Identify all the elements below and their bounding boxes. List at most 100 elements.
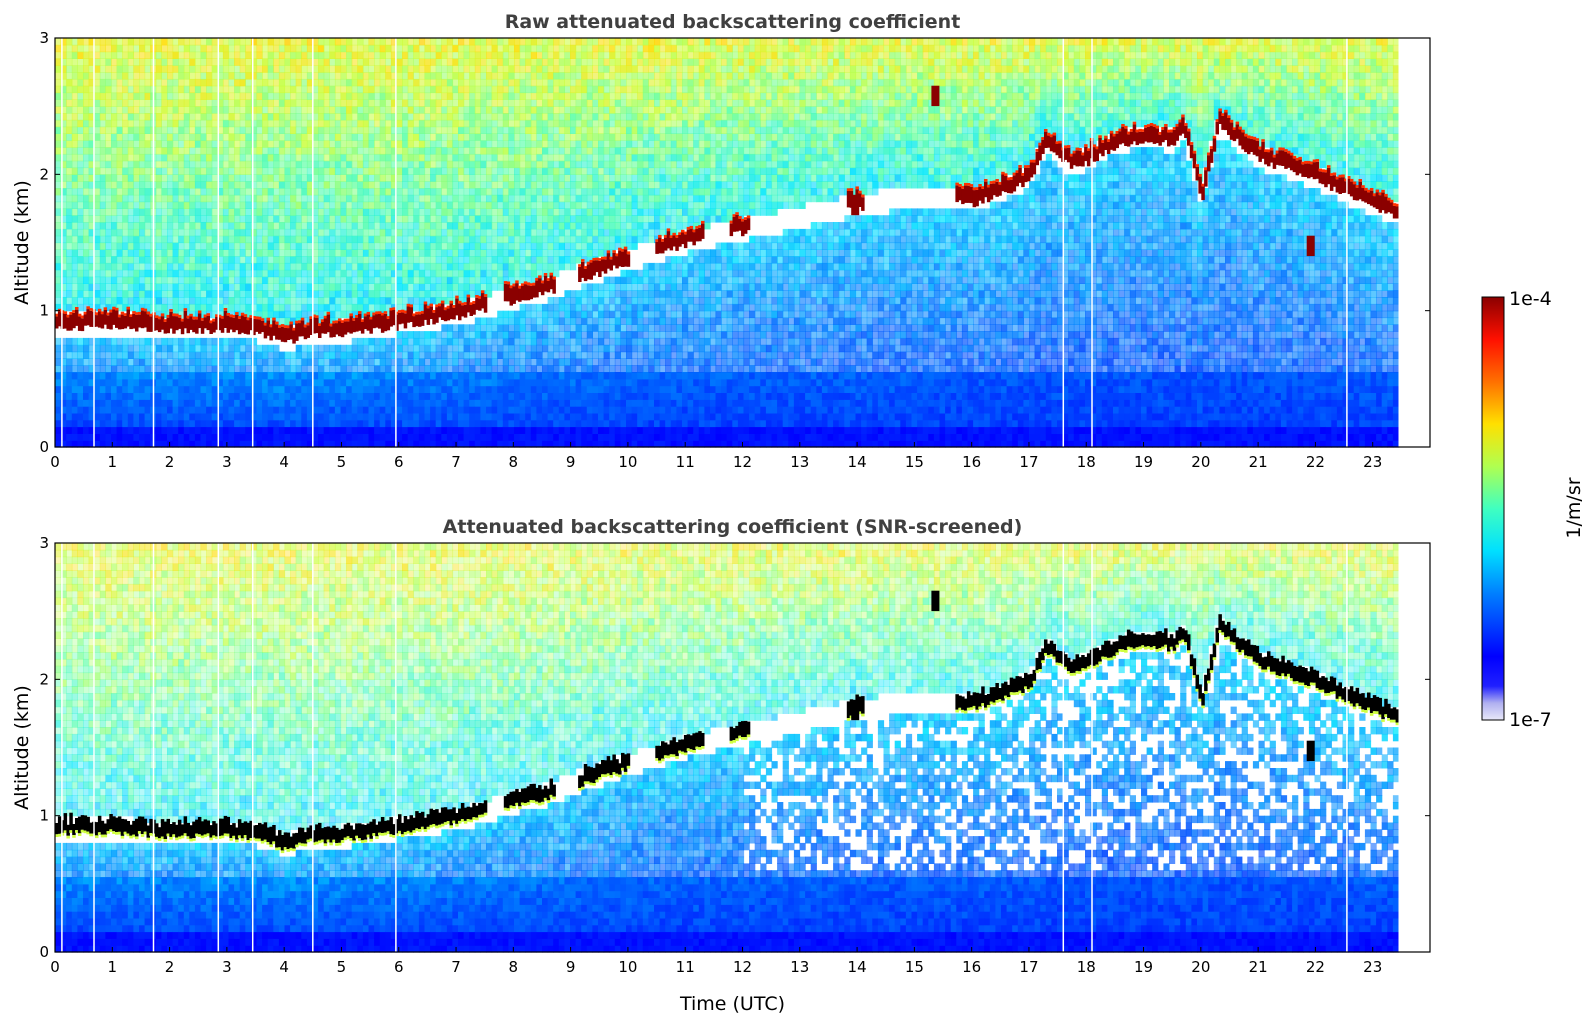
heatmap-cell xyxy=(133,147,139,154)
heatmap-cell xyxy=(257,270,263,277)
heatmap-cell xyxy=(352,72,358,79)
heatmap-cell xyxy=(273,72,279,79)
heatmap-cell xyxy=(245,215,251,222)
heatmap-cell xyxy=(268,236,274,243)
heatmap-cell xyxy=(402,413,408,420)
heatmap-cell xyxy=(167,133,173,140)
heatmap-cell xyxy=(201,358,207,365)
heatmap-cell xyxy=(346,399,352,406)
heatmap-cell xyxy=(279,386,285,393)
heatmap-cell xyxy=(122,283,128,290)
heatmap-cell xyxy=(178,304,184,311)
heatmap-cell xyxy=(72,427,78,434)
heatmap-cell xyxy=(290,399,296,406)
heatmap-cell xyxy=(380,406,386,413)
heatmap-cell xyxy=(206,113,212,120)
heatmap-cell xyxy=(402,290,408,297)
heatmap-cell xyxy=(83,127,89,134)
heatmap-cell xyxy=(212,188,218,195)
heatmap-cell xyxy=(357,345,363,352)
heatmap-cell xyxy=(301,256,307,263)
heatmap-cell xyxy=(397,222,403,229)
heatmap-cell xyxy=(324,38,330,45)
heatmap-cell xyxy=(385,297,391,304)
heatmap-cell xyxy=(346,154,352,161)
heatmap-cell xyxy=(285,65,291,72)
heatmap-cell xyxy=(352,270,358,277)
heatmap-cell xyxy=(369,188,375,195)
heatmap-cell xyxy=(83,86,89,93)
heatmap-cell xyxy=(363,52,369,59)
heatmap-cell xyxy=(212,393,218,400)
heatmap-cell xyxy=(223,222,229,229)
heatmap-cell xyxy=(167,147,173,154)
heatmap-cell xyxy=(273,297,279,304)
heatmap-cell xyxy=(77,352,83,359)
heatmap-cell xyxy=(223,243,229,250)
heatmap-cell xyxy=(240,249,246,256)
heatmap-cell xyxy=(329,399,335,406)
heatmap-cell xyxy=(133,433,139,440)
heatmap-cell xyxy=(285,161,291,168)
heatmap-cell xyxy=(301,86,307,93)
heatmap-cell xyxy=(273,86,279,93)
heatmap-cell xyxy=(385,93,391,100)
heatmap-cell xyxy=(380,106,386,113)
heatmap-cell xyxy=(156,345,162,352)
heatmap-cell xyxy=(318,127,324,134)
heatmap-cell xyxy=(273,352,279,359)
heatmap-cell xyxy=(105,386,111,393)
heatmap-cell xyxy=(257,406,263,413)
heatmap-cell xyxy=(173,127,179,134)
heatmap-cell xyxy=(206,99,212,106)
heatmap-cell xyxy=(363,270,369,277)
heatmap-cell xyxy=(335,181,341,188)
heatmap-cell xyxy=(173,256,179,263)
heatmap-cell xyxy=(55,256,61,263)
heatmap-cell xyxy=(184,379,190,386)
heatmap-cell xyxy=(346,208,352,215)
heatmap-cell xyxy=(240,304,246,311)
heatmap-cell xyxy=(335,352,341,359)
heatmap-cell xyxy=(173,345,179,352)
heatmap-cell xyxy=(357,181,363,188)
heatmap-cell xyxy=(273,52,279,59)
heatmap-cell xyxy=(139,270,145,277)
heatmap-cell xyxy=(105,140,111,147)
heatmap-cell xyxy=(329,277,335,284)
heatmap-cell xyxy=(156,38,162,45)
heatmap-cell xyxy=(111,188,117,195)
heatmap-cell xyxy=(229,270,235,277)
heatmap-cell xyxy=(117,358,123,365)
heatmap-cell xyxy=(301,65,307,72)
heatmap-cell xyxy=(296,208,302,215)
heatmap-cell xyxy=(100,297,106,304)
heatmap-cell xyxy=(105,181,111,188)
heatmap-cell xyxy=(184,243,190,250)
heatmap-cell xyxy=(111,297,117,304)
heatmap-cell xyxy=(145,133,151,140)
heatmap-cell xyxy=(385,79,391,86)
heatmap-cell xyxy=(363,133,369,140)
heatmap-cell xyxy=(279,113,285,120)
heatmap-cell xyxy=(251,79,257,86)
heatmap-cell xyxy=(251,113,257,120)
heatmap-cell xyxy=(369,99,375,106)
heatmap-cell xyxy=(178,290,184,297)
heatmap-cell xyxy=(206,45,212,52)
heatmap-cell xyxy=(156,433,162,440)
heatmap-cell xyxy=(251,399,257,406)
heatmap-cell xyxy=(145,352,151,359)
heatmap-cell xyxy=(374,249,380,256)
heatmap-cell xyxy=(55,433,61,440)
heatmap-cell xyxy=(245,283,251,290)
heatmap-cell xyxy=(105,433,111,440)
heatmap-cell xyxy=(301,140,307,147)
heatmap-cell xyxy=(324,168,330,175)
heatmap-cell xyxy=(206,154,212,161)
heatmap-cell xyxy=(223,188,229,195)
heatmap-cell xyxy=(262,277,268,284)
heatmap-cell xyxy=(318,304,324,311)
heatmap-cell xyxy=(385,263,391,270)
heatmap-cell xyxy=(145,58,151,65)
